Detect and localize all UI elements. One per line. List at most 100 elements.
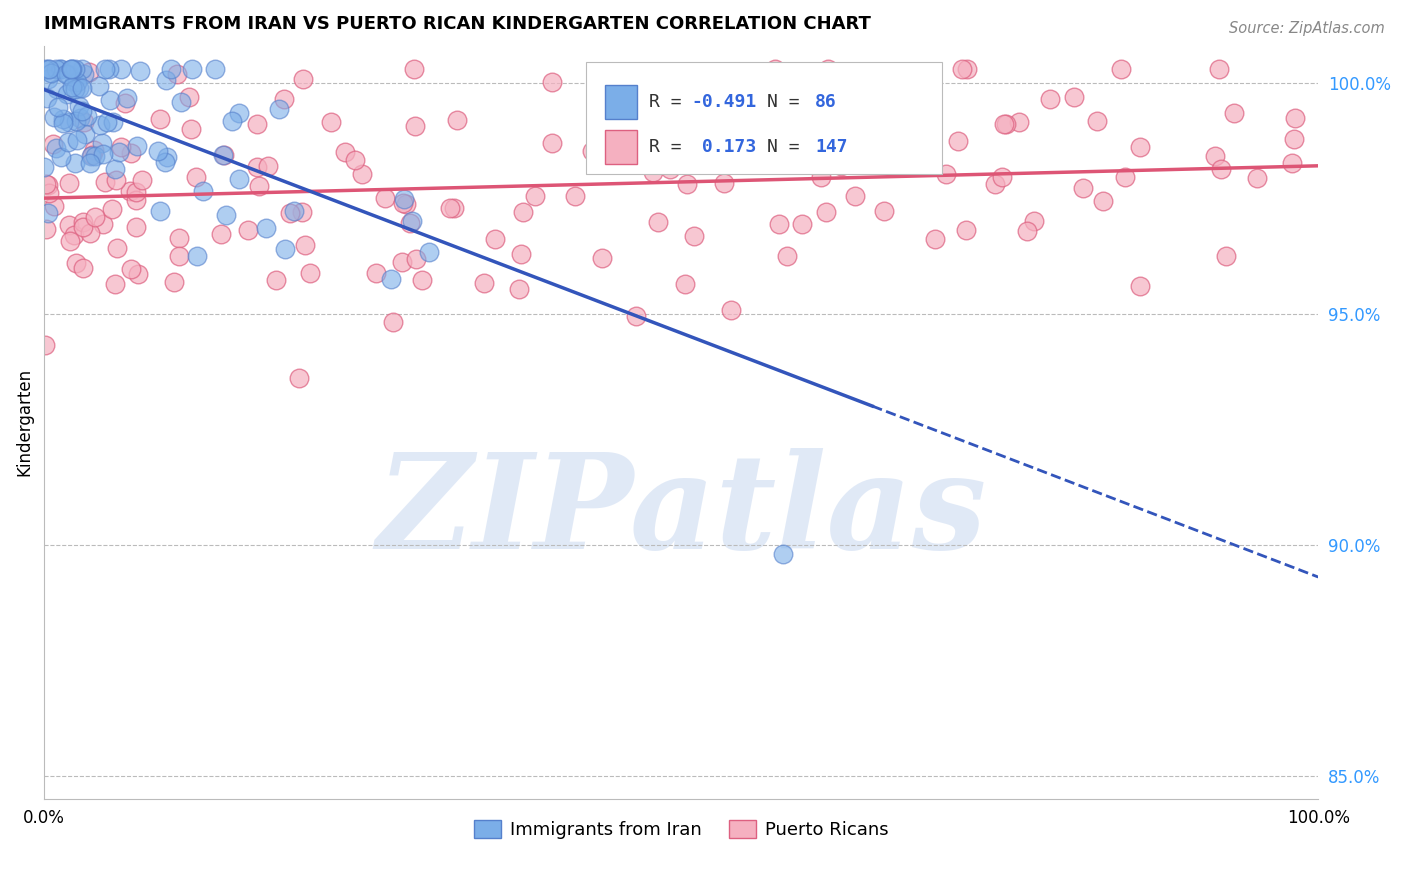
Point xyxy=(180,122,202,136)
Legend: Immigrants from Iran, Puerto Ricans: Immigrants from Iran, Puerto Ricans xyxy=(467,813,896,847)
Point xyxy=(733,135,755,149)
Point xyxy=(105,242,128,256)
Point xyxy=(58,218,80,232)
Point xyxy=(120,146,142,161)
Point xyxy=(80,149,103,163)
Point xyxy=(1114,170,1136,185)
Point xyxy=(67,80,90,95)
Text: R =: R = xyxy=(650,93,682,112)
Point xyxy=(110,140,132,154)
Point xyxy=(58,176,80,190)
Point xyxy=(94,62,117,76)
Point xyxy=(55,66,77,80)
Point xyxy=(35,177,58,191)
Point xyxy=(380,272,402,286)
Point xyxy=(443,201,465,215)
Text: 86: 86 xyxy=(815,93,837,112)
Point xyxy=(60,62,83,76)
Point xyxy=(661,143,683,157)
Point xyxy=(512,205,534,219)
Point xyxy=(37,178,59,193)
Point xyxy=(60,62,83,76)
Point xyxy=(94,175,117,189)
Point xyxy=(52,112,75,127)
Point xyxy=(155,150,177,164)
Text: 0.173: 0.173 xyxy=(692,138,756,156)
Point xyxy=(127,267,149,281)
Point xyxy=(643,165,665,179)
Point xyxy=(509,247,531,261)
Point xyxy=(45,62,67,76)
Point xyxy=(37,72,59,87)
Point xyxy=(842,98,865,112)
Point xyxy=(146,144,169,158)
Point xyxy=(935,167,957,181)
Point xyxy=(675,178,697,192)
Point xyxy=(91,217,114,231)
Point xyxy=(333,145,356,159)
Point xyxy=(294,237,316,252)
Point xyxy=(129,64,152,78)
Point xyxy=(70,104,93,119)
Point xyxy=(73,127,96,141)
Point xyxy=(720,302,742,317)
Point xyxy=(564,189,586,203)
Point xyxy=(626,309,648,323)
Point xyxy=(125,139,148,153)
Point xyxy=(160,62,183,76)
Point xyxy=(274,242,297,256)
Point xyxy=(673,277,696,292)
Point xyxy=(42,136,65,151)
Point xyxy=(1223,106,1246,120)
Point xyxy=(49,62,72,76)
Point xyxy=(446,113,468,128)
Point xyxy=(125,185,148,199)
Point xyxy=(401,214,423,228)
Point xyxy=(65,256,87,270)
Point xyxy=(1284,111,1306,125)
Point xyxy=(167,249,190,263)
Point xyxy=(91,147,114,161)
Point xyxy=(1246,171,1268,186)
Point xyxy=(228,106,250,120)
Point xyxy=(100,202,122,216)
Point xyxy=(221,113,243,128)
Point xyxy=(107,145,129,159)
Point xyxy=(83,143,105,157)
Point xyxy=(110,62,132,76)
Point xyxy=(66,133,89,147)
Point xyxy=(993,117,1015,131)
Point xyxy=(37,62,59,76)
Point xyxy=(166,67,188,81)
Point xyxy=(713,176,735,190)
Point xyxy=(288,371,311,385)
Point xyxy=(1129,279,1152,293)
Point xyxy=(115,91,138,105)
Point xyxy=(1215,249,1237,263)
Point xyxy=(56,135,79,149)
Point xyxy=(104,173,127,187)
Point xyxy=(647,215,669,229)
Point xyxy=(1087,114,1109,128)
Point xyxy=(186,249,208,263)
Point xyxy=(79,226,101,240)
Point xyxy=(374,191,396,205)
Point xyxy=(49,150,72,164)
FancyBboxPatch shape xyxy=(605,85,637,119)
Point xyxy=(186,169,208,184)
Point xyxy=(810,123,832,137)
Point xyxy=(321,115,343,129)
Point xyxy=(72,260,94,275)
Point xyxy=(153,154,176,169)
Point xyxy=(84,210,107,224)
Point xyxy=(1071,181,1094,195)
Point xyxy=(591,251,613,265)
Point xyxy=(508,281,530,295)
Point xyxy=(658,162,681,177)
Point xyxy=(167,231,190,245)
Point xyxy=(763,62,786,76)
Point xyxy=(125,194,148,208)
Point xyxy=(73,114,96,128)
Point xyxy=(149,112,172,126)
Point xyxy=(1282,132,1305,146)
